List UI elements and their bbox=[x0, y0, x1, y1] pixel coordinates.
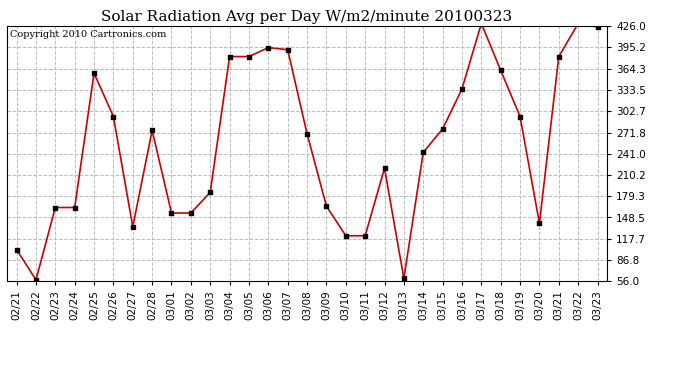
Point bbox=[592, 24, 603, 30]
Point bbox=[108, 114, 119, 120]
Point bbox=[321, 203, 332, 209]
Point bbox=[127, 224, 138, 230]
Text: Copyright 2010 Cartronics.com: Copyright 2010 Cartronics.com bbox=[10, 30, 166, 39]
Point bbox=[263, 45, 274, 51]
Point bbox=[437, 126, 448, 132]
Point bbox=[282, 46, 293, 53]
Point bbox=[30, 277, 41, 283]
Point bbox=[302, 131, 313, 137]
Point bbox=[88, 70, 99, 76]
Point bbox=[69, 204, 80, 210]
Point bbox=[495, 68, 506, 74]
Point bbox=[417, 149, 428, 155]
Point bbox=[359, 233, 371, 239]
Point bbox=[11, 246, 22, 252]
Point bbox=[573, 21, 584, 27]
Point bbox=[224, 54, 235, 60]
Point bbox=[205, 189, 216, 195]
Point bbox=[379, 165, 390, 171]
Point bbox=[186, 210, 197, 216]
Point bbox=[340, 233, 351, 239]
Point bbox=[50, 204, 61, 210]
Point bbox=[476, 21, 487, 27]
Point bbox=[166, 210, 177, 216]
Point bbox=[146, 128, 157, 134]
Point bbox=[553, 54, 564, 60]
Point bbox=[515, 114, 526, 120]
Point bbox=[457, 86, 468, 92]
Title: Solar Radiation Avg per Day W/m2/minute 20100323: Solar Radiation Avg per Day W/m2/minute … bbox=[101, 10, 513, 24]
Point bbox=[534, 220, 545, 226]
Point bbox=[398, 276, 409, 282]
Point bbox=[244, 54, 255, 60]
